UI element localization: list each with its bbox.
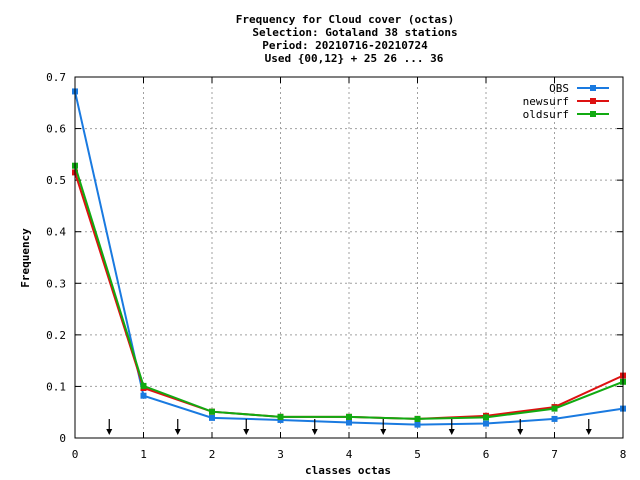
series bbox=[72, 88, 626, 428]
chart-title: Frequency for Cloud cover (octas) Select… bbox=[236, 13, 458, 65]
data-point-oldsurf bbox=[551, 405, 558, 412]
x-axis-label: classes octas bbox=[305, 464, 391, 477]
x-tick-label: 0 bbox=[72, 448, 79, 461]
down-arrow-icon bbox=[174, 419, 181, 435]
title-line-4: Used {00,12} + 25 26 ... 36 bbox=[265, 52, 444, 65]
data-point-OBS bbox=[551, 415, 558, 422]
y-axis-label: Frequency bbox=[19, 228, 32, 288]
title-line-1: Frequency for Cloud cover (octas) bbox=[236, 13, 455, 26]
x-tick-label: 3 bbox=[277, 448, 284, 461]
legend-item-newsurf: newsurf bbox=[523, 95, 609, 108]
x-tick-label: 7 bbox=[551, 448, 558, 461]
data-point-OBS bbox=[277, 416, 284, 423]
x-tick-label: 4 bbox=[346, 448, 353, 461]
x-tick-label: 8 bbox=[620, 448, 627, 461]
x-tick-label: 5 bbox=[414, 448, 421, 461]
series-line-newsurf bbox=[74, 172, 624, 420]
y-tick-label: 0.1 bbox=[46, 380, 66, 393]
y-tick-label: 0.6 bbox=[46, 123, 66, 136]
grid bbox=[75, 77, 623, 438]
plot-frame bbox=[74, 76, 624, 439]
legend-item-OBS: OBS bbox=[549, 82, 609, 95]
legend-label: oldsurf bbox=[523, 108, 569, 121]
down-arrow-icon bbox=[106, 419, 113, 435]
legend-label: newsurf bbox=[523, 95, 569, 108]
down-arrow-icon bbox=[311, 419, 318, 435]
y-tick-label: 0 bbox=[59, 432, 66, 445]
data-point-oldsurf bbox=[140, 382, 147, 389]
x-tick-label: 1 bbox=[140, 448, 147, 461]
down-arrow-icon bbox=[448, 419, 455, 435]
data-point-OBS bbox=[140, 392, 147, 399]
y-tick-label: 0.4 bbox=[46, 226, 66, 239]
y-tick-label: 0.7 bbox=[46, 71, 66, 84]
title-line-3: Period: 20210716-20210724 bbox=[262, 39, 428, 52]
data-point-oldsurf bbox=[414, 415, 421, 422]
data-point-oldsurf bbox=[209, 408, 215, 415]
arrow-markers bbox=[106, 419, 592, 435]
y-tick-label: 0.5 bbox=[46, 174, 66, 187]
down-arrow-icon bbox=[517, 419, 524, 435]
title-line-2: Selection: Gotaland 38 stations bbox=[252, 26, 457, 39]
data-point-OBS bbox=[346, 419, 352, 426]
legend-item-oldsurf: oldsurf bbox=[523, 108, 609, 121]
down-arrow-icon bbox=[243, 419, 250, 435]
y-tick-label: 0.2 bbox=[46, 329, 66, 342]
y-tick-label: 0.3 bbox=[46, 277, 66, 290]
data-point-OBS bbox=[414, 421, 421, 428]
legend-marker bbox=[590, 98, 596, 104]
down-arrow-icon bbox=[380, 419, 387, 435]
data-point-oldsurf bbox=[483, 414, 489, 421]
legend-marker bbox=[590, 111, 596, 117]
down-arrow-icon bbox=[585, 419, 592, 435]
legend-marker bbox=[590, 85, 596, 91]
data-point-oldsurf bbox=[346, 413, 352, 420]
x-tick-label: 2 bbox=[209, 448, 216, 461]
data-point-OBS bbox=[483, 420, 489, 427]
x-tick-label: 6 bbox=[483, 448, 490, 461]
data-point-oldsurf bbox=[277, 413, 284, 420]
data-point-OBS bbox=[209, 414, 215, 421]
legend-label: OBS bbox=[549, 82, 569, 95]
axis-ticks: 0 0.1 0.2 0.3 0.4 0.5 0.6 0.7 0 1 2 3 4 5 6 7 8 bbox=[46, 71, 626, 461]
